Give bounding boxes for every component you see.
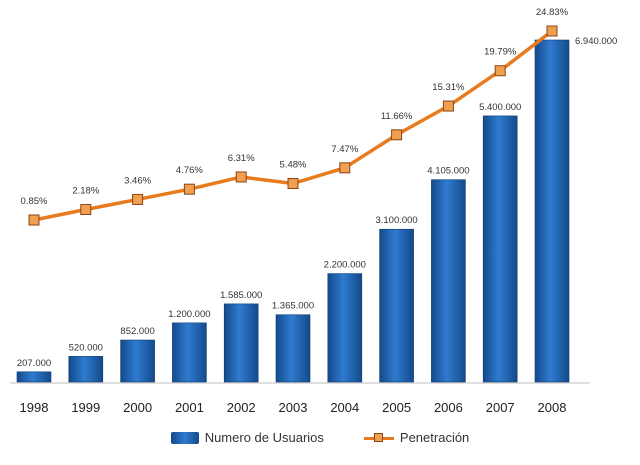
penetration-label-2007: 19.79% [484,47,517,58]
penetration-point-2007 [494,65,506,77]
penetration-point-2008 [546,25,558,37]
penetration-label-2006: 15.31% [432,82,465,93]
legend-item-penetration: Penetración [363,430,470,445]
x-tick-2006: 2006 [434,400,463,415]
penetration-point-2003 [287,178,299,190]
x-tick-2008: 2008 [538,400,567,415]
bar-label-2008: 6.940.000 [575,36,617,47]
penetration-label-1999: 2.18% [72,186,99,197]
penetration-point-2000 [132,193,144,205]
penetration-point-1998 [28,214,40,226]
bar-label-2001: 1.200.000 [168,309,210,320]
penetration-point-2002 [235,171,247,183]
legend: Numero de Usuarios Penetración [0,430,640,445]
penetration-label-2004: 7.47% [331,144,358,155]
x-tick-2000: 2000 [123,400,152,415]
legend-label-users: Numero de Usuarios [204,430,324,445]
bar-label-2003: 1.365.000 [272,301,314,312]
penetration-point-2005 [391,129,403,141]
legend-item-users: Numero de Usuarios [170,430,324,445]
x-tick-2002: 2002 [227,400,256,415]
combo-chart: 207.000 520.000 852.000 1.200.000 1.585.000 1… [10,7,617,415]
bar-2007 [482,115,518,383]
bar-2002 [223,303,259,383]
penetration-label-2001: 4.76% [176,165,203,176]
x-tick-2007: 2007 [486,400,515,415]
bar-label-1999: 520.000 [69,342,103,353]
bar-label-2007: 5.400.000 [479,102,521,113]
bar-label-2002: 1.585.000 [220,290,262,301]
penetration-label-2005: 11.66% [381,111,413,122]
bar-2003 [275,314,311,383]
penetration-line [33,29,554,222]
penetration-label-2008: 24.83% [536,7,569,18]
x-tick-2003: 2003 [279,400,308,415]
penetration-label-1998: 0.85% [21,196,48,207]
bar-swatch-icon [170,431,199,444]
bar-1999 [68,356,104,383]
bar-2001 [172,322,207,383]
bar-2004 [327,273,363,383]
bar-label-2005: 3.100.000 [375,215,417,226]
line-swatch-icon [363,432,394,444]
x-tick-2001: 2001 [175,400,204,415]
penetration-point-2004 [339,162,351,174]
bar-1998 [16,371,52,383]
penetration-label-2003: 5.48% [280,160,307,171]
x-tick-2005: 2005 [382,400,411,415]
bar-label-2000: 852.000 [120,326,154,337]
bar-2006 [431,179,466,383]
x-tick-2004: 2004 [330,400,359,415]
penetration-point-2001 [183,183,195,195]
bar-2000 [120,339,155,383]
penetration-label-2002: 6.31% [228,153,255,164]
x-tick-1999: 1999 [71,400,100,415]
penetration-point-2006 [442,100,454,112]
bar-label-1998: 207.000 [17,358,51,369]
bar-2005 [379,228,414,383]
bar-label-2006: 4.105.000 [427,166,469,177]
x-tick-1998: 1998 [20,400,49,415]
bar-label-2004: 2.200.000 [324,260,366,271]
legend-label-penetration: Penetración [399,430,470,445]
penetration-label-2000: 3.46% [124,175,151,186]
bar-2008 [534,39,570,383]
penetration-point-1999 [80,204,92,216]
